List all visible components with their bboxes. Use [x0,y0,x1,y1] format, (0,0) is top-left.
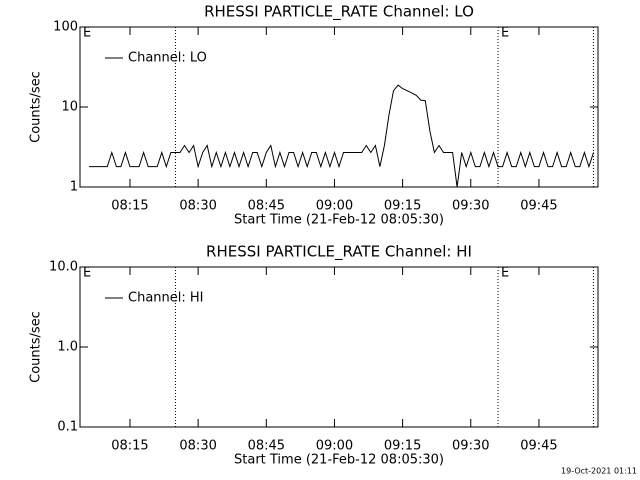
x-tick-label: 09:15 [384,199,421,214]
x-tick-label: 09:30 [452,199,489,214]
annotation: E [501,266,509,281]
x-tick-label: 09:00 [316,199,353,214]
y-tick-label: 1.0 [57,340,78,355]
timestamp: 19-Oct-2021 01:11 [561,467,637,476]
x-tick-label: 09:30 [452,439,489,454]
y-axis-label: Counts/sec [29,311,44,383]
y-tick-label: 0.1 [57,420,78,435]
legend-label: Channel: LO [128,51,207,66]
y-tick-label: 10.0 [49,260,78,275]
x-tick-label: 09:45 [520,439,557,454]
x-tick-label: 09:00 [316,439,353,454]
x-axis-label: Start Time (21-Feb-12 08:05:30) [234,453,444,468]
x-tick-label: 08:30 [179,199,216,214]
x-tick-label: 08:45 [248,439,285,454]
y-tick-label: 100 [53,20,78,35]
x-tick-label: 08:15 [111,199,148,214]
x-tick-label: 09:45 [520,199,557,214]
y-tick-label: 10 [61,100,78,115]
data-line [89,84,594,188]
x-tick-label: 09:15 [384,439,421,454]
y-axis-label: Counts/sec [29,71,44,143]
chart-title: RHESSI PARTICLE_RATE Channel: HI [206,243,472,262]
x-tick-label: 08:30 [179,439,216,454]
annotation: E [83,266,91,281]
x-tick-label: 08:45 [248,199,285,214]
annotation: E [501,26,509,41]
chart-title: RHESSI PARTICLE_RATE Channel: LO [204,3,474,22]
y-tick-label: 1 [70,180,78,195]
annotation: E [83,26,91,41]
legend-label: Channel: HI [128,291,204,306]
x-axis-label: Start Time (21-Feb-12 08:05:30) [234,213,444,228]
x-tick-label: 08:15 [111,439,148,454]
